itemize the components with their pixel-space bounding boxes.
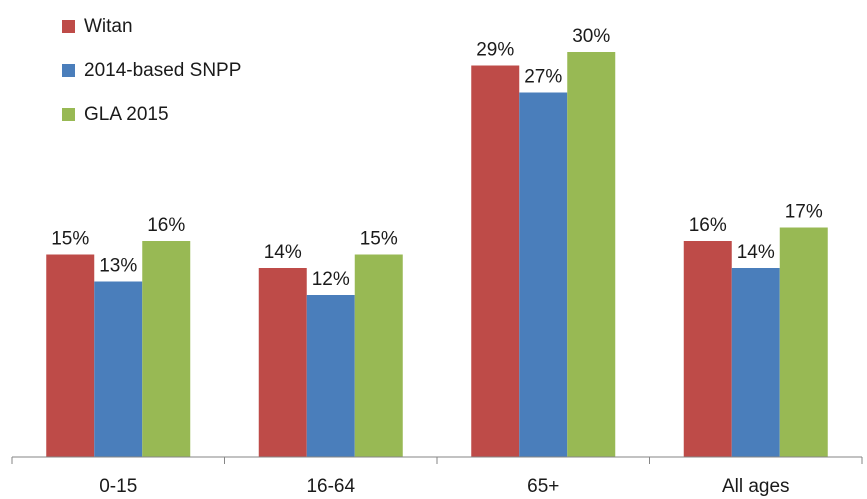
x-tick-label-65: 65+ bbox=[527, 476, 559, 497]
bar-witan-16-64 bbox=[258, 268, 307, 457]
bar-2014-based-snpp-65 bbox=[519, 92, 568, 457]
bar-gla-2015-65 bbox=[567, 52, 616, 457]
data-label-witan-0-15: 15% bbox=[51, 229, 89, 250]
legend-label-snpp: 2014-based SNPP bbox=[84, 60, 242, 81]
data-label-2014-based-snpp-65: 27% bbox=[524, 67, 562, 88]
data-label-gla-2015-65: 30% bbox=[572, 26, 610, 47]
legend-label-gla: GLA 2015 bbox=[84, 104, 169, 125]
data-label-2014-based-snpp-16-64: 12% bbox=[312, 269, 350, 290]
data-label-witan-all-ages: 16% bbox=[689, 215, 727, 236]
bar-gla-2015-0-15 bbox=[142, 241, 191, 457]
bar-2014-based-snpp-all-ages bbox=[731, 268, 780, 457]
data-label-2014-based-snpp-all-ages: 14% bbox=[737, 242, 775, 263]
legend-swatch-snpp bbox=[62, 64, 75, 77]
data-label-gla-2015-0-15: 16% bbox=[147, 215, 185, 236]
data-label-witan-16-64: 14% bbox=[264, 242, 302, 263]
bar-witan-65 bbox=[471, 65, 520, 457]
bar-2014-based-snpp-0-15 bbox=[94, 281, 143, 457]
data-label-gla-2015-16-64: 15% bbox=[360, 229, 398, 250]
legend-swatch-gla bbox=[62, 108, 75, 121]
x-tick-label-0-15: 0-15 bbox=[99, 476, 137, 497]
data-label-2014-based-snpp-0-15: 13% bbox=[99, 256, 137, 277]
legend-swatch-witan bbox=[62, 20, 75, 33]
data-label-witan-65: 29% bbox=[476, 40, 514, 61]
data-label-gla-2015-all-ages: 17% bbox=[785, 202, 823, 223]
x-tick-label-all-ages: All ages bbox=[722, 476, 790, 497]
bar-2014-based-snpp-16-64 bbox=[306, 295, 355, 457]
legend-label-witan: Witan bbox=[84, 16, 133, 37]
bar-witan-0-15 bbox=[46, 254, 95, 457]
x-tick-label-16-64: 16-64 bbox=[306, 476, 355, 497]
bar-gla-2015-all-ages bbox=[779, 227, 828, 457]
bar-witan-all-ages bbox=[683, 241, 732, 457]
bar-gla-2015-16-64 bbox=[354, 254, 403, 457]
